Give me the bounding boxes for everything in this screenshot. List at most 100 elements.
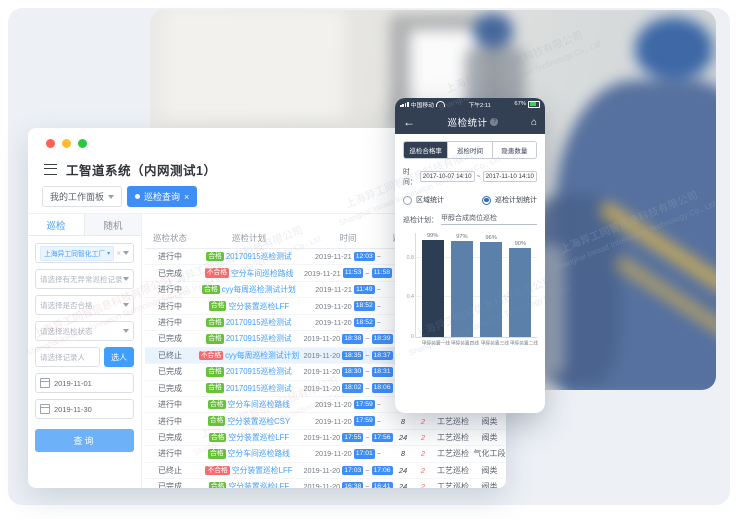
time-tilde: ~ (365, 433, 370, 443)
time-tilde: ~ (365, 482, 370, 488)
minimize-window-dot[interactable] (62, 138, 71, 148)
start-date-input[interactable]: 2019-11-01 (35, 373, 134, 393)
battery-icon (528, 100, 540, 108)
bar-column[interactable]: 99% (421, 233, 445, 337)
menu-icon[interactable] (44, 164, 57, 175)
table-row[interactable]: 已终止 不合格 空分装置巡检LFF 2019-11-20 17:03 ~17:06 24 2 工… (145, 463, 506, 480)
status-select[interactable]: 请选择巡检状态 (35, 321, 134, 341)
start-time-chip: 18:35 (342, 350, 364, 361)
table-row[interactable]: 已完成 合格 空分装置巡检LFF 2019-11-20 16:38 ~16:41 24 2 工艺… (145, 479, 506, 488)
plan-link[interactable]: 空分车间巡检路线 (231, 268, 294, 278)
start-time-chip: 11:53 (342, 268, 364, 278)
x-tick-label: 甲醇装置二线 (510, 341, 539, 347)
bar-column[interactable]: 90% (508, 233, 532, 337)
y-tick-label: 0.8 (406, 254, 414, 261)
close-window-dot[interactable] (46, 138, 55, 148)
x-tick-label: 甲醇装置三线 (480, 341, 509, 347)
plan-cell: 合格 空分装置巡检LFF (195, 301, 303, 312)
pick-person-button[interactable]: 选人 (104, 347, 134, 367)
start-time-chip: 17:59 (353, 416, 375, 426)
plan-link[interactable]: cyy每周巡检测试计划 (225, 350, 300, 360)
radio-selected-icon[interactable] (482, 195, 491, 205)
plan-link[interactable]: 20170915巡检测试 (225, 317, 292, 327)
phone-tab-0[interactable]: 巡检合格率 (404, 142, 448, 158)
plan-link[interactable]: 20170915巡检测试 (225, 367, 292, 377)
time-cell: 2019-11-20 17:03 ~17:06 (303, 465, 393, 476)
radio-icon[interactable] (403, 195, 412, 205)
clear-icon[interactable]: × (116, 248, 121, 258)
recorder-input[interactable]: 请选择记录人 (35, 347, 100, 367)
maximize-window-dot[interactable] (78, 138, 87, 148)
back-arrow-icon[interactable]: ← (403, 115, 415, 129)
workspace-tab-label: 巡检查询 (144, 192, 181, 202)
table-row[interactable]: 进行中 合格 空分装置巡检CSY 2019-11-20 17:59 ~8 2 工艺巡检 阀类 (145, 413, 506, 430)
end-time-chip: 11:58 (371, 268, 393, 278)
plan-link[interactable]: 空分装置巡检LFF (228, 301, 290, 311)
workspace-tab-0[interactable]: 我的工作面板 (42, 186, 123, 207)
plan-link[interactable]: 空分车间巡检路线 (227, 400, 290, 410)
time-cell: 2019-11-21 11:49 ~ (303, 284, 393, 295)
abnormal-record-select[interactable]: 请选择有无异常巡检记录 (35, 269, 134, 289)
chevron-down-icon (123, 277, 129, 281)
category-cell: 阀类 (481, 465, 498, 475)
plan-link[interactable]: 空分装置巡检LFF (228, 433, 290, 443)
plan-link[interactable]: 20170915巡检测试 (225, 252, 292, 262)
tab-close-icon[interactable]: × (184, 191, 190, 202)
sidebar-tab-1[interactable]: 随机 (85, 214, 141, 235)
gridline (416, 296, 537, 298)
phone-tab-2[interactable]: 隐患数量 (491, 142, 536, 158)
status-left: 中国移动 (400, 100, 445, 109)
workspace-tab-1[interactable]: 巡检查询 × (127, 186, 198, 207)
org-select[interactable]: 上海异工同智化工厂 ▾ × (35, 243, 134, 263)
time-tilde: ~ (376, 252, 382, 262)
count-cell: 24 (398, 465, 408, 475)
signal-icon (400, 101, 409, 107)
date-label: 2019-11-21 (314, 252, 352, 262)
table-row[interactable]: 已完成 合格 空分装置巡检LFF 2019-11-20 17:55 ~17:56 24 2 工艺… (145, 430, 506, 447)
plan-value-field[interactable]: 甲醇合成岗位巡检 (441, 213, 537, 225)
result-badge: 合格 (207, 416, 226, 426)
category-cell: 阀类 (481, 482, 498, 488)
org-tag-label: 上海异工同智化工厂 (44, 251, 106, 258)
end-date-input[interactable]: 2019-11-30 (35, 399, 134, 419)
plan-link[interactable]: 空分装置巡检LFF (231, 465, 293, 475)
sidebar-tabs: 巡检 随机 (28, 214, 141, 236)
home-icon[interactable]: ⌂ (530, 116, 537, 128)
time-separator: ~ (476, 172, 481, 180)
search-button[interactable]: 查询 (35, 429, 134, 452)
plan-link[interactable]: 20170915巡检测试 (225, 334, 292, 344)
status-cell: 已完成 (158, 367, 182, 377)
qualified-select[interactable]: 请选择是否合格 (35, 295, 134, 315)
category-cell: 阀类 (481, 416, 498, 426)
plan-link[interactable]: 空分装置巡检CSY (227, 416, 291, 426)
y-tick-label: 0 (411, 334, 414, 340)
end-datetime-input[interactable]: 2017-11-10 14:10 (482, 170, 537, 182)
plan-cell: 合格 空分装置巡检LFF (195, 432, 303, 443)
bar-column[interactable]: 96% (479, 233, 503, 337)
bar-value-label: 97% (456, 233, 468, 240)
info-icon[interactable]: ? (490, 118, 499, 126)
stat-mode-radios: 区域统计 巡检计划统计 (403, 195, 537, 205)
radio-label: 区域统计 (416, 197, 444, 204)
org-tag-caret-icon: ▾ (107, 250, 111, 257)
plan-link[interactable]: 空分装置巡检LFF (228, 482, 290, 488)
plan-cell: 合格 20170915巡检测试 (195, 251, 303, 262)
plan-link[interactable]: 空分车间巡检路线 (227, 449, 290, 459)
bar-column[interactable]: 97% (450, 233, 474, 337)
plan-label: 巡检计划： (403, 217, 438, 224)
start-datetime-input[interactable]: 2017-10-07 14:10 (419, 170, 475, 182)
plan-cell: 合格 空分装置巡检CSY (195, 416, 303, 427)
sidebar-tab-0[interactable]: 巡检 (28, 214, 85, 235)
table-row[interactable]: 进行中 合格 空分车间巡检路线 2019-11-20 17:01 ~8 2 工艺巡检 气化工段 (145, 446, 506, 463)
end-time-chip: 18:06 (371, 383, 393, 393)
org-tag[interactable]: 上海异工同智化工厂 ▾ (40, 245, 115, 261)
plan-link[interactable]: 20170915巡检测试 (225, 383, 292, 393)
plan-cell: 合格 cyy每周巡检测试计划 (195, 284, 303, 295)
end-time-chip: 17:56 (371, 432, 393, 443)
result-badge: 合格 (208, 301, 227, 311)
result-badge: 不合格 (205, 465, 230, 476)
plan-link[interactable]: cyy每周巡检测试计划 (221, 285, 296, 295)
x-tick-label: 甲醇装置四线 (451, 341, 480, 347)
phone-tab-1[interactable]: 巡检时间 (447, 142, 492, 158)
date-label: 2019-11-20 (303, 465, 341, 475)
